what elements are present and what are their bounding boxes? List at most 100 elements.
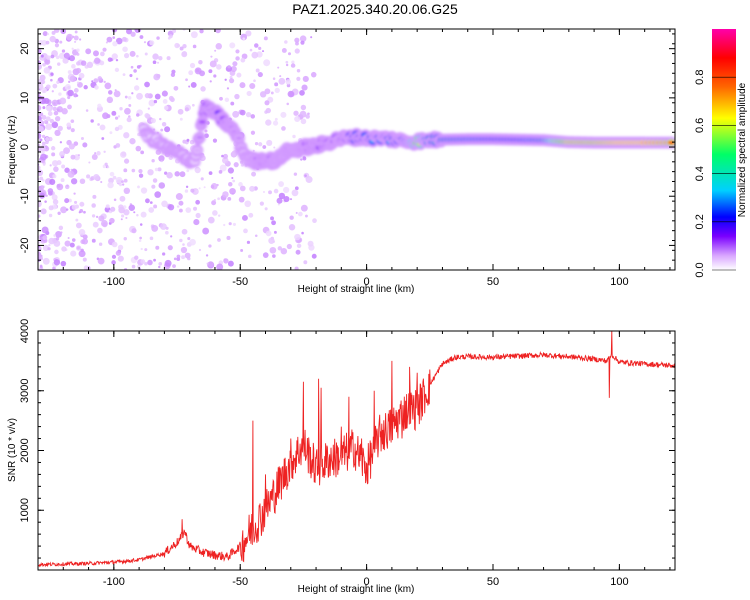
spectral-noise-point bbox=[287, 90, 295, 98]
spectral-noise-point bbox=[227, 196, 232, 201]
spectral-noise-point bbox=[109, 131, 113, 135]
spectral-noise-point bbox=[76, 61, 81, 66]
spectral-noise-point bbox=[240, 33, 248, 41]
colorbar-ticks: 0.0 0.2 0.4 0.6 0.8 bbox=[694, 70, 736, 278]
spectral-noise-point bbox=[52, 199, 59, 205]
spectral-noise-point bbox=[125, 216, 128, 220]
spectral-noise-point bbox=[161, 200, 168, 208]
spectral-noise-point bbox=[133, 211, 136, 214]
spectral-noise-point bbox=[270, 91, 274, 95]
spectral-noise-point bbox=[83, 210, 86, 214]
spectral-noise-point bbox=[230, 65, 237, 73]
spectral-noise-point bbox=[190, 31, 198, 39]
spectral-noise-point bbox=[251, 51, 259, 59]
spectral-noise-point bbox=[167, 204, 175, 211]
snr-frame bbox=[37, 330, 676, 571]
spectral-noise-point bbox=[235, 56, 240, 61]
spectral-noise-point bbox=[96, 151, 101, 156]
spectral-noise-point bbox=[51, 99, 59, 107]
spectral-noise-point bbox=[99, 60, 105, 66]
spectral-noise-point bbox=[214, 49, 217, 52]
spectral-noise-point bbox=[300, 204, 308, 212]
spectral-noise-point bbox=[52, 266, 56, 270]
spectral-noise-point bbox=[71, 64, 76, 69]
spectral-noise-point bbox=[91, 80, 94, 83]
spectral-noise-point bbox=[209, 60, 217, 68]
spectral-noise-point bbox=[164, 171, 168, 175]
spectral-noise-point bbox=[212, 210, 218, 216]
spectral-noise-point bbox=[277, 246, 283, 251]
spectral-noise-point bbox=[86, 174, 91, 179]
spectral-noise-point bbox=[107, 57, 113, 62]
spectral-noise-point bbox=[55, 230, 62, 238]
spectral-noise-point bbox=[50, 54, 55, 59]
spectral-noise-point bbox=[294, 37, 300, 43]
spectral-noise-point bbox=[262, 252, 269, 258]
spectrogram-x-tick-label: -100 bbox=[103, 276, 125, 288]
spectral-noise-point bbox=[52, 106, 57, 112]
spectral-noise-point bbox=[210, 55, 213, 58]
spectral-noise-point bbox=[168, 95, 174, 101]
spectral-noise-point bbox=[114, 126, 120, 132]
spectral-noise-point bbox=[78, 72, 85, 79]
spectral-noise-point bbox=[179, 238, 183, 243]
spectral-noise-point bbox=[56, 183, 64, 191]
spectral-noise-point bbox=[121, 36, 127, 42]
spectral-noise-point bbox=[209, 80, 212, 83]
spectral-noise-point bbox=[38, 63, 41, 67]
spectral-noise-point bbox=[268, 190, 272, 195]
spectral-noise-point bbox=[179, 46, 184, 51]
spectral-noise-point bbox=[223, 258, 227, 262]
spectral-noise-point bbox=[130, 31, 136, 37]
spectral-noise-point bbox=[149, 236, 154, 241]
spectral-noise-point bbox=[286, 102, 290, 106]
spectral-noise-point bbox=[173, 85, 179, 91]
spectral-noise-point bbox=[79, 178, 86, 185]
spectral-noise-point bbox=[51, 30, 56, 35]
spectral-noise-point bbox=[166, 56, 171, 61]
spectral-noise-point bbox=[207, 261, 214, 268]
spectral-noise-point bbox=[147, 107, 150, 110]
spectral-noise-point bbox=[265, 230, 272, 237]
snr-x-tick-label: 100 bbox=[610, 576, 628, 588]
spectral-noise-point bbox=[115, 37, 123, 45]
spectral-noise-point bbox=[190, 188, 195, 193]
spectral-noise-point bbox=[138, 239, 142, 242]
spectral-noise-point bbox=[91, 203, 96, 208]
spectral-noise-point bbox=[247, 254, 252, 259]
spectral-noise-point bbox=[246, 240, 251, 244]
spectral-noise-point bbox=[45, 123, 53, 131]
spectral-noise-point bbox=[242, 215, 248, 221]
colorbar-tick-label: 0.4 bbox=[694, 166, 706, 181]
spectral-noise-point bbox=[61, 164, 66, 169]
spectral-noise-point bbox=[105, 204, 110, 209]
spectral-noise-point bbox=[158, 261, 163, 266]
spectral-noise-point bbox=[41, 87, 47, 94]
spectral-noise-point bbox=[69, 242, 75, 248]
spectral-noise-point bbox=[139, 35, 144, 39]
spectral-noise-point bbox=[119, 183, 123, 187]
spectral-noise-point bbox=[44, 200, 47, 203]
spectral-noise-point bbox=[136, 65, 141, 69]
spectral-noise-point bbox=[276, 197, 283, 204]
spectral-noise-point bbox=[294, 233, 301, 241]
spectral-noise-point bbox=[283, 195, 290, 203]
spectral-noise-point bbox=[280, 247, 288, 255]
spectral-noise-point bbox=[123, 168, 128, 173]
spectral-noise-point bbox=[133, 69, 137, 73]
spectral-noise-point bbox=[101, 137, 105, 140]
spectral-noise-point bbox=[38, 49, 42, 54]
spectral-noise-point bbox=[46, 105, 53, 112]
spectral-noise-point bbox=[42, 235, 48, 241]
spectral-noise-point bbox=[210, 185, 215, 189]
spectral-noise-point bbox=[259, 91, 267, 98]
spectrogram-x-label: Height of straight line (km) bbox=[298, 284, 415, 295]
spectral-noise-point bbox=[305, 176, 313, 184]
spectral-noise-point bbox=[134, 85, 140, 91]
spectral-noise-point bbox=[97, 103, 102, 108]
spectral-noise-point bbox=[49, 178, 56, 185]
spectral-noise-point bbox=[62, 57, 69, 64]
spectral-noise-point bbox=[39, 138, 43, 142]
spectral-noise-point bbox=[64, 198, 70, 204]
